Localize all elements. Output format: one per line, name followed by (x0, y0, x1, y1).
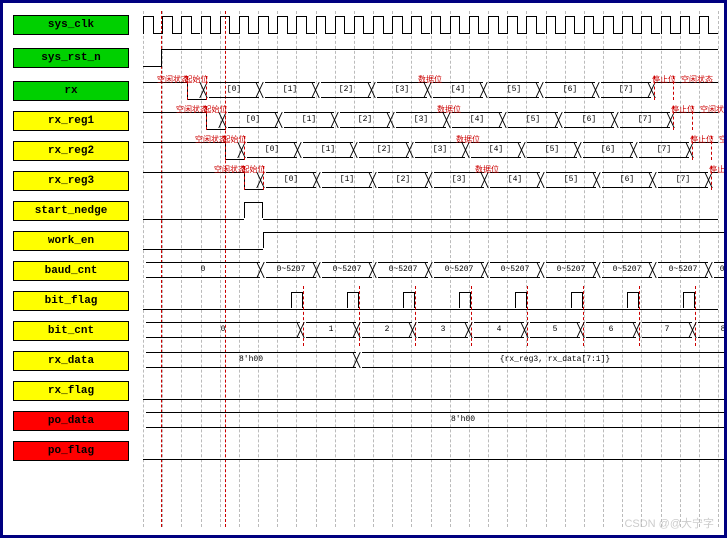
signal-label-rx_data: rx_data (13, 351, 129, 371)
signal-label-sys_clk: sys_clk (13, 15, 129, 35)
signal-label-sys_rst_n: sys_rst_n (13, 48, 129, 68)
bus-baud-cnt: 00~52070~52070~52070~52070~52070~52070~5… (143, 262, 718, 278)
signal-label-work_en: work_en (13, 231, 129, 251)
bus-po-data: 8'h00rx_data (143, 412, 718, 428)
bus-rx-data: 8'h00{rx_reg3, rx_data[7:1]}0X (143, 352, 718, 368)
signal-label-po_data: po_data (13, 411, 129, 431)
signal-label-rx_reg1: rx_reg1 (13, 111, 129, 131)
signal-label-rx_reg2: rx_reg2 (13, 141, 129, 161)
signal-label-po_flag: po_flag (13, 441, 129, 461)
bus-bit-cnt: 01234567800 (143, 322, 718, 338)
signal-label-start_nedge: start_nedge (13, 201, 129, 221)
signal-label-rx: rx (13, 81, 129, 101)
signal-label-bit_flag: bit_flag (13, 291, 129, 311)
signal-label-baud_cnt: baud_cnt (13, 261, 129, 281)
timing-diagram-frame: CSDN @@大宁字 sys_clksys_rst_nrx[0][1][2][3… (0, 0, 727, 538)
signal-label-bit_cnt: bit_cnt (13, 321, 129, 341)
wave-sys-clk (143, 16, 716, 34)
signal-label-rx_reg3: rx_reg3 (13, 171, 129, 191)
watermark: CSDN @@大宁字 (624, 515, 714, 531)
signal-label-rx_flag: rx_flag (13, 381, 129, 401)
